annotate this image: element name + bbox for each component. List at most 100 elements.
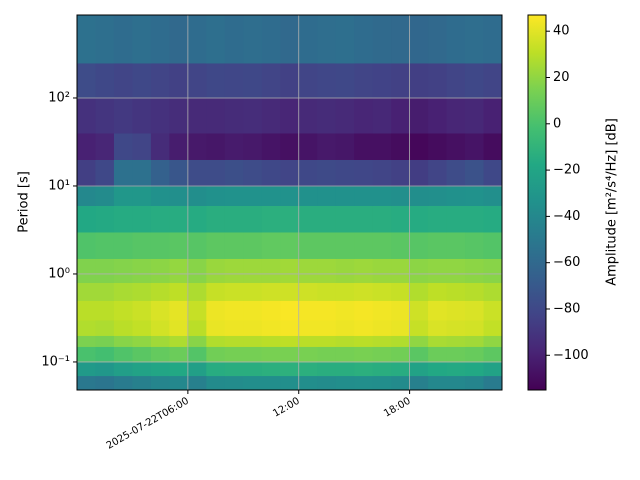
heatmap-cell xyxy=(446,205,466,233)
heatmap-cell xyxy=(280,132,300,160)
heatmap-cell xyxy=(280,97,300,134)
heatmap-cell xyxy=(483,15,503,64)
heatmap-cell xyxy=(483,231,503,259)
heatmap-cell xyxy=(446,185,466,206)
heatmap-cell xyxy=(206,282,226,301)
heatmap-cell xyxy=(261,361,281,377)
colorbar-tick-label: −60 xyxy=(553,255,580,270)
heatmap-cell xyxy=(187,282,207,301)
heatmap-cell xyxy=(317,205,337,233)
colorbar-tick-label: −100 xyxy=(553,348,589,363)
heatmap-cell xyxy=(261,319,281,336)
heatmap-cell xyxy=(224,185,244,206)
heatmap-cell xyxy=(465,361,485,377)
heatmap-cell xyxy=(243,361,263,377)
heatmap-cell xyxy=(372,159,392,187)
heatmap-cell xyxy=(317,319,337,336)
heatmap-cell xyxy=(206,132,226,160)
heatmap-cell xyxy=(354,346,374,363)
heatmap-cell xyxy=(95,335,115,347)
heatmap-cell xyxy=(224,375,244,391)
heatmap-cell xyxy=(446,282,466,301)
heatmap-cell xyxy=(372,375,392,391)
heatmap-cell xyxy=(77,300,96,321)
heatmap-cell xyxy=(206,346,226,363)
heatmap-cell xyxy=(483,300,503,321)
heatmap-cell xyxy=(169,375,189,391)
heatmap-cell xyxy=(243,346,263,363)
heatmap-cell xyxy=(446,132,466,160)
heatmap-cell xyxy=(354,258,374,283)
heatmap-cell xyxy=(95,300,115,321)
heatmap-cell xyxy=(169,361,189,377)
heatmap-cell xyxy=(335,375,355,391)
heatmap-cell xyxy=(169,319,189,336)
heatmap-cell xyxy=(206,361,226,377)
heatmap-cell xyxy=(261,258,281,283)
heatmap-cell xyxy=(224,346,244,363)
heatmap-cell xyxy=(298,205,318,233)
heatmap-cell xyxy=(446,15,466,64)
heatmap-cell xyxy=(95,205,115,233)
colorbar-label: Amplitude [m²/s⁴/Hz] [dB] xyxy=(605,118,620,286)
heatmap-cell xyxy=(132,159,152,187)
heatmap-cell xyxy=(446,361,466,377)
heatmap-cell xyxy=(132,62,152,99)
heatmap-cell xyxy=(150,132,170,160)
heatmap-cell xyxy=(224,231,244,259)
heatmap-cell xyxy=(224,335,244,347)
y-tick-label: 10² xyxy=(48,90,70,105)
heatmap-cell xyxy=(187,361,207,377)
heatmap-cell xyxy=(95,132,115,160)
heatmap-cell xyxy=(150,205,170,233)
heatmap-cell xyxy=(298,319,318,336)
heatmap-cell xyxy=(409,205,429,233)
heatmap-cell xyxy=(354,159,374,187)
heatmap-cell xyxy=(113,231,133,259)
heatmap-cell xyxy=(150,258,170,283)
heatmap-cell xyxy=(261,15,281,64)
heatmap-cell xyxy=(428,282,448,301)
heatmap-cell xyxy=(95,375,115,391)
heatmap-cell xyxy=(446,375,466,391)
heatmap-cell xyxy=(169,159,189,187)
heatmap-cell xyxy=(169,282,189,301)
heatmap-cell xyxy=(95,361,115,377)
heatmap-cell xyxy=(372,346,392,363)
heatmap-cell xyxy=(206,258,226,283)
colorbar-tick-label: −80 xyxy=(553,301,580,316)
heatmap-cell xyxy=(372,300,392,321)
heatmap-cell xyxy=(187,375,207,391)
heatmap-cell xyxy=(391,335,411,347)
heatmap-cell xyxy=(391,205,411,233)
heatmap-cell xyxy=(95,258,115,283)
heatmap-cell xyxy=(354,97,374,134)
heatmap-cell xyxy=(372,282,392,301)
heatmap-cell xyxy=(335,15,355,64)
heatmap-cell xyxy=(446,159,466,187)
heatmap-cell xyxy=(77,361,96,377)
heatmap-cell xyxy=(335,97,355,134)
heatmap-cell xyxy=(224,258,244,283)
heatmap-cell xyxy=(465,132,485,160)
heatmap-cell xyxy=(391,282,411,301)
heatmap-cell xyxy=(428,319,448,336)
plot-frame xyxy=(76,14,503,391)
heatmap-cell xyxy=(372,319,392,336)
colorbar xyxy=(527,14,547,391)
heatmap-cell xyxy=(483,97,503,134)
heatmap-cell xyxy=(243,375,263,391)
heatmap-cell xyxy=(169,185,189,206)
heatmap-cell xyxy=(409,346,429,363)
heatmap-cell xyxy=(298,62,318,99)
heatmap-cell xyxy=(428,258,448,283)
heatmap-cell xyxy=(409,319,429,336)
heatmap-cell xyxy=(298,159,318,187)
heatmap-cell xyxy=(428,185,448,206)
heatmap-cell xyxy=(428,15,448,64)
heatmap-cell xyxy=(224,62,244,99)
heatmap-cell xyxy=(483,258,503,283)
heatmap-cell xyxy=(187,300,207,321)
heatmap-cell xyxy=(428,335,448,347)
heatmap-cell xyxy=(428,62,448,99)
